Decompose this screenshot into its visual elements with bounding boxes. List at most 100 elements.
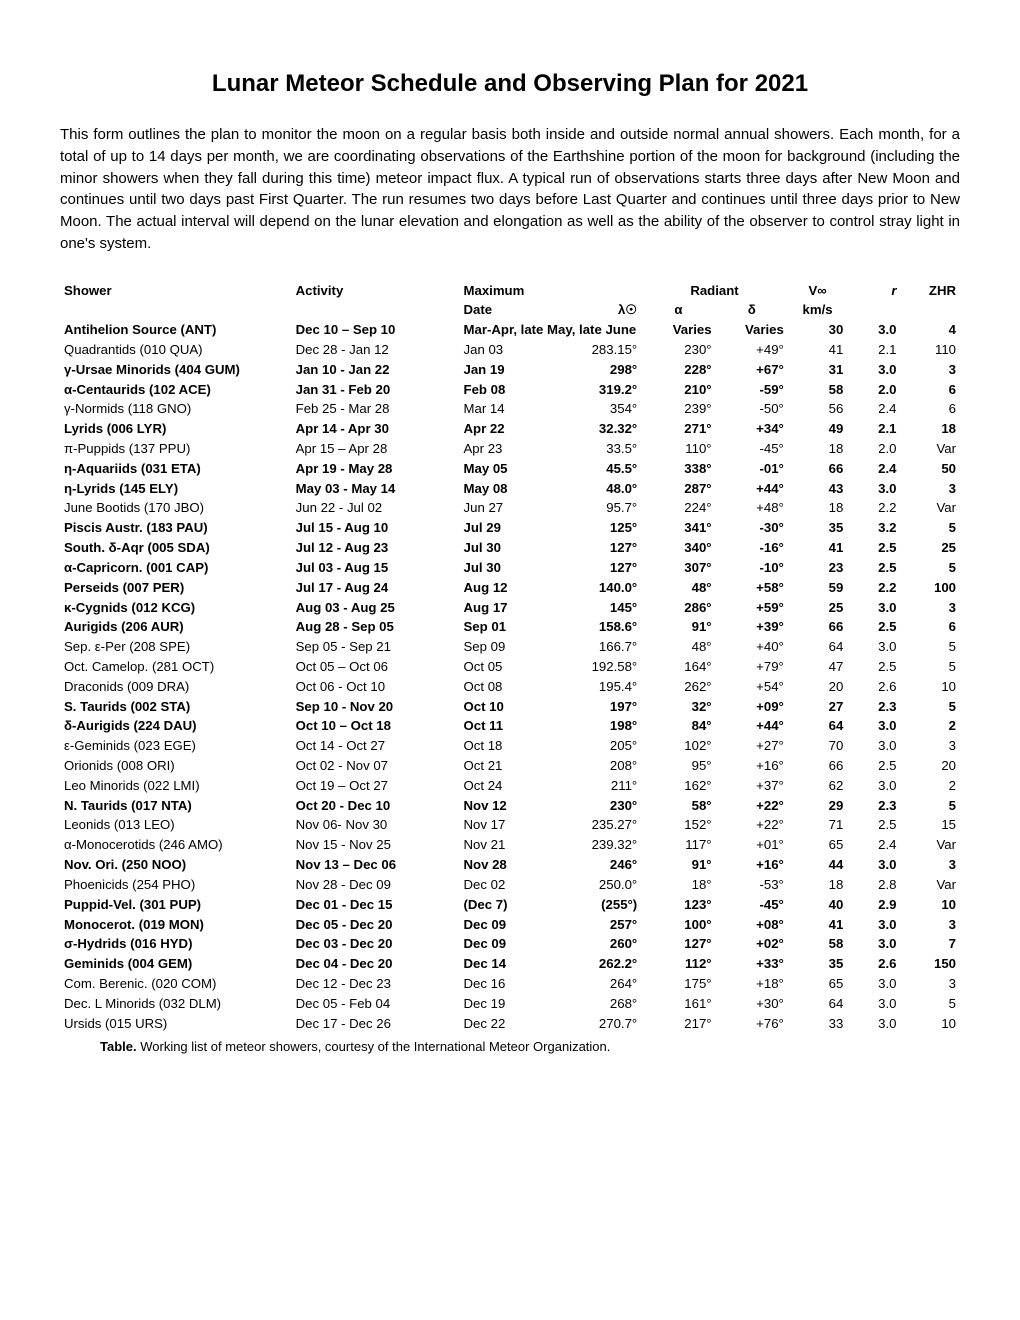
table-row: Ursids (015 URS)Dec 17 - Dec 26Dec 22270…	[60, 1014, 960, 1034]
cell: -50°	[716, 399, 788, 419]
col-vinf: V∞	[788, 281, 848, 301]
cell: Dec 09	[460, 934, 548, 954]
table-row: η-Lyrids (145 ELY)May 03 - May 14May 084…	[60, 479, 960, 499]
cell: Var	[900, 498, 960, 518]
cell: Feb 25 - Mar 28	[292, 399, 460, 419]
table-row: Puppid-Vel. (301 PUP)Dec 01 - Dec 15(Dec…	[60, 895, 960, 915]
cell: Aug 03 - Aug 25	[292, 598, 460, 618]
cell: 2.3	[847, 697, 900, 717]
cell: Dec 16	[460, 974, 548, 994]
cell: 2.8	[847, 875, 900, 895]
cell: 100	[900, 578, 960, 598]
cell: Nov 17	[460, 815, 548, 835]
cell: 307°	[641, 558, 715, 578]
cell: Jul 30	[460, 538, 548, 558]
cell: 65	[788, 835, 848, 855]
cell: 175°	[641, 974, 715, 994]
cell: 239.32°	[548, 835, 642, 855]
cell: S. Taurids (002 STA)	[60, 697, 292, 717]
cell: Var	[900, 439, 960, 459]
cell: -59°	[716, 380, 788, 400]
cell: 319.2°	[548, 380, 642, 400]
cell: 6	[900, 380, 960, 400]
cell: +39°	[716, 617, 788, 637]
cell: +59°	[716, 598, 788, 618]
cell: 48°	[641, 637, 715, 657]
table-row: δ-Aurigids (224 DAU)Oct 10 – Oct 18Oct 1…	[60, 716, 960, 736]
cell: -53°	[716, 875, 788, 895]
cell: Dec 05 - Feb 04	[292, 994, 460, 1014]
cell: Oct 05 – Oct 06	[292, 657, 460, 677]
cell: 286°	[641, 598, 715, 618]
cell: 2.6	[847, 677, 900, 697]
cell: 2.5	[847, 558, 900, 578]
cell: 29	[788, 796, 848, 816]
cell: 2.5	[847, 756, 900, 776]
cell: 70	[788, 736, 848, 756]
cell: 3.0	[847, 855, 900, 875]
cell: Dec. L Minorids (032 DLM)	[60, 994, 292, 1014]
cell: 2.2	[847, 498, 900, 518]
cell: 50	[900, 459, 960, 479]
cell: 262°	[641, 677, 715, 697]
cell: 5	[900, 994, 960, 1014]
cell: 65	[788, 974, 848, 994]
cell: 195.4°	[548, 677, 642, 697]
col-zhr: ZHR	[900, 281, 960, 321]
table-caption: Table. Working list of meteor showers, c…	[100, 1039, 960, 1054]
cell: 2.5	[847, 815, 900, 835]
cell: 58	[788, 380, 848, 400]
table-row: Geminids (004 GEM)Dec 04 - Dec 20Dec 142…	[60, 954, 960, 974]
cell: 2	[900, 776, 960, 796]
cell: Jul 30	[460, 558, 548, 578]
table-row: Nov. Ori. (250 NOO)Nov 13 – Dec 06Nov 28…	[60, 855, 960, 875]
cell: 152°	[641, 815, 715, 835]
cell: +27°	[716, 736, 788, 756]
table-row: Perseids (007 PER)Jul 17 - Aug 24Aug 121…	[60, 578, 960, 598]
table-row: N. Taurids (017 NTA)Oct 20 - Dec 10Nov 1…	[60, 796, 960, 816]
cell: 112°	[641, 954, 715, 974]
cell: 7	[900, 934, 960, 954]
cell: Dec 19	[460, 994, 548, 1014]
cell: Dec 28 - Jan 12	[292, 340, 460, 360]
table-row: κ-Cygnids (012 KCG)Aug 03 - Aug 25Aug 17…	[60, 598, 960, 618]
cell: Sep. ε-Per (208 SPE)	[60, 637, 292, 657]
cell: Dec 09	[460, 915, 548, 935]
cell: 18°	[641, 875, 715, 895]
cell: Dec 04 - Dec 20	[292, 954, 460, 974]
cell: 198°	[548, 716, 642, 736]
cell: 3.0	[847, 360, 900, 380]
cell: 31	[788, 360, 848, 380]
cell: Varies	[641, 320, 715, 340]
cell: 239°	[641, 399, 715, 419]
cell: 6	[900, 399, 960, 419]
table-row: η-Aquariids (031 ETA)Apr 19 - May 28May …	[60, 459, 960, 479]
cell: Sep 05 - Sep 21	[292, 637, 460, 657]
cell: 2.5	[847, 657, 900, 677]
table-row: α-Capricorn. (001 CAP)Jul 03 - Aug 15Jul…	[60, 558, 960, 578]
cell: Dec 17 - Dec 26	[292, 1014, 460, 1034]
cell: May 08	[460, 479, 548, 499]
cell: +37°	[716, 776, 788, 796]
cell: 283.15°	[548, 340, 642, 360]
cell: +33°	[716, 954, 788, 974]
cell: 25	[900, 538, 960, 558]
cell: 3	[900, 479, 960, 499]
cell: 18	[788, 875, 848, 895]
caption-text: Working list of meteor showers, courtesy…	[137, 1039, 611, 1054]
cell: 30	[788, 320, 848, 340]
cell: 5	[900, 558, 960, 578]
cell: Oct 21	[460, 756, 548, 776]
cell: -10°	[716, 558, 788, 578]
cell: 264°	[548, 974, 642, 994]
cell: Com. Berenic. (020 COM)	[60, 974, 292, 994]
cell: 2.1	[847, 340, 900, 360]
cell: -30°	[716, 518, 788, 538]
table-row: Orionids (008 ORI)Oct 02 - Nov 07Oct 212…	[60, 756, 960, 776]
col-max-date: Date	[460, 300, 548, 320]
cell: Jan 19	[460, 360, 548, 380]
cell: +30°	[716, 994, 788, 1014]
cell: 262.2°	[548, 954, 642, 974]
cell: π-Puppids (137 PPU)	[60, 439, 292, 459]
cell: 260°	[548, 934, 642, 954]
